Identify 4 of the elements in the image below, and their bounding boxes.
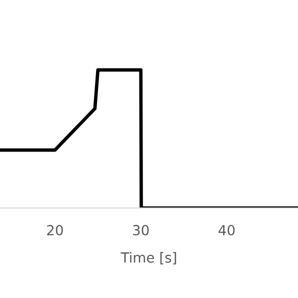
x-tick-label: 40	[218, 224, 235, 236]
x-tick-label: 30	[133, 224, 149, 236]
x-tick-label: 20	[47, 224, 63, 236]
x-axis-title: Time [s]	[120, 252, 176, 264]
